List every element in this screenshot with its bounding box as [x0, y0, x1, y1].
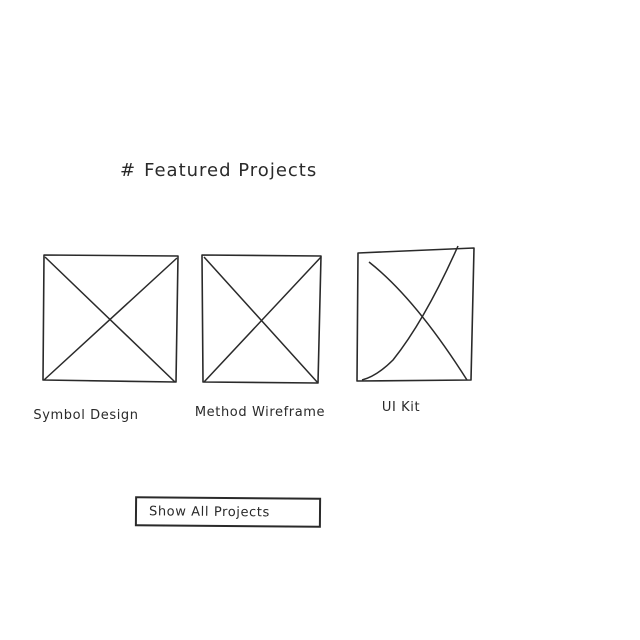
- show-all-projects-button[interactable]: Show All Projects: [134, 496, 322, 528]
- project-card-symbol-design[interactable]: Symbol Design: [30, 254, 179, 435]
- section-title-text: Featured Projects: [144, 160, 318, 181]
- project-name: Method Wireframe: [194, 405, 326, 420]
- project-card-method-wireframe[interactable]: Method Wireframe: [190, 254, 330, 435]
- project-name: Symbol Design: [33, 408, 139, 423]
- section-title: # Featured Projects: [120, 159, 317, 183]
- image-placeholder-icon: [42, 254, 179, 383]
- image-placeholder-icon: [201, 254, 322, 384]
- project-name: UI Kit: [381, 400, 421, 415]
- hash-symbol: #: [120, 160, 137, 181]
- image-placeholder-icon: [356, 245, 475, 382]
- project-card-ui-kit[interactable]: UI Kit: [345, 245, 485, 430]
